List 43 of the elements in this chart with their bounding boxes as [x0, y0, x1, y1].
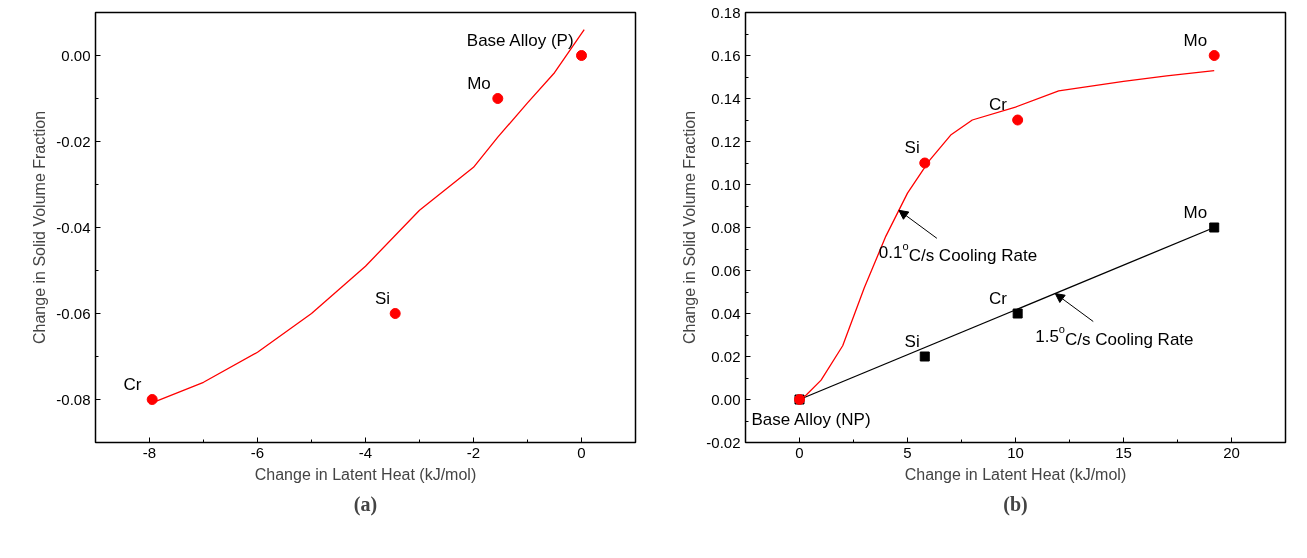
y-tick-label: 0.08	[711, 218, 741, 236]
x-axis-title: Change in Latent Heat (kJ/mol)	[254, 465, 477, 483]
y-tick-label: 0.04	[711, 304, 741, 322]
x-axis-title: Change in Latent Heat (kJ/mol)	[904, 465, 1127, 483]
x-tick-label: 10	[1007, 443, 1024, 461]
y-axis-title: Change in Solid Volume Fraction	[681, 110, 699, 345]
y-tick-label: -0.04	[56, 218, 91, 236]
annotation: Cr	[988, 288, 1008, 308]
annotation: Mo	[467, 73, 491, 93]
y-tick-label: 0.00	[711, 390, 741, 408]
x-tick-label: 5	[903, 443, 912, 461]
text: (a)	[353, 492, 378, 516]
x-tick-label: -6	[250, 443, 265, 461]
y-tick-label: 0.16	[711, 46, 741, 64]
y-tick-label: -0.08	[56, 390, 91, 408]
annotation: Mo	[1183, 30, 1208, 50]
annotation: Si	[374, 288, 391, 308]
annotation: Base Alloy (NP)	[751, 409, 871, 429]
annotation: Si	[904, 138, 920, 157]
x-tick-label: 20	[1223, 443, 1240, 461]
x-tick-label: 0	[795, 443, 804, 461]
text: (b)	[1003, 492, 1028, 516]
annotation: Cr	[988, 95, 1008, 114]
y-tick-label: 0.06	[711, 261, 741, 279]
annotation: Cr	[123, 374, 142, 394]
y-tick-label: 0.18	[711, 3, 741, 21]
x-tick-label: 15	[1115, 443, 1132, 461]
y-tick-label: 0.10	[711, 175, 741, 193]
y-tick-label: 0.00	[61, 46, 91, 64]
y-tick-label: -0.02	[56, 132, 91, 150]
y-tick-label: -0.06	[56, 304, 91, 322]
y-tick-label: 0.14	[711, 89, 741, 107]
annotation: Mo	[1183, 202, 1208, 222]
x-tick-label: -2	[466, 443, 481, 461]
annotation: Si	[904, 331, 920, 351]
y-axis-title: Change in Solid Volume Fraction	[31, 110, 49, 345]
y-tick-label: 0.02	[711, 347, 741, 365]
x-tick-label: -4	[358, 443, 373, 461]
x-tick-label: -8	[142, 443, 157, 461]
x-tick-label: 0	[577, 443, 586, 461]
y-tick-label: -0.02	[706, 433, 741, 451]
annotation: Base Alloy (P)	[466, 30, 574, 50]
y-tick-label: 0.12	[711, 132, 741, 150]
